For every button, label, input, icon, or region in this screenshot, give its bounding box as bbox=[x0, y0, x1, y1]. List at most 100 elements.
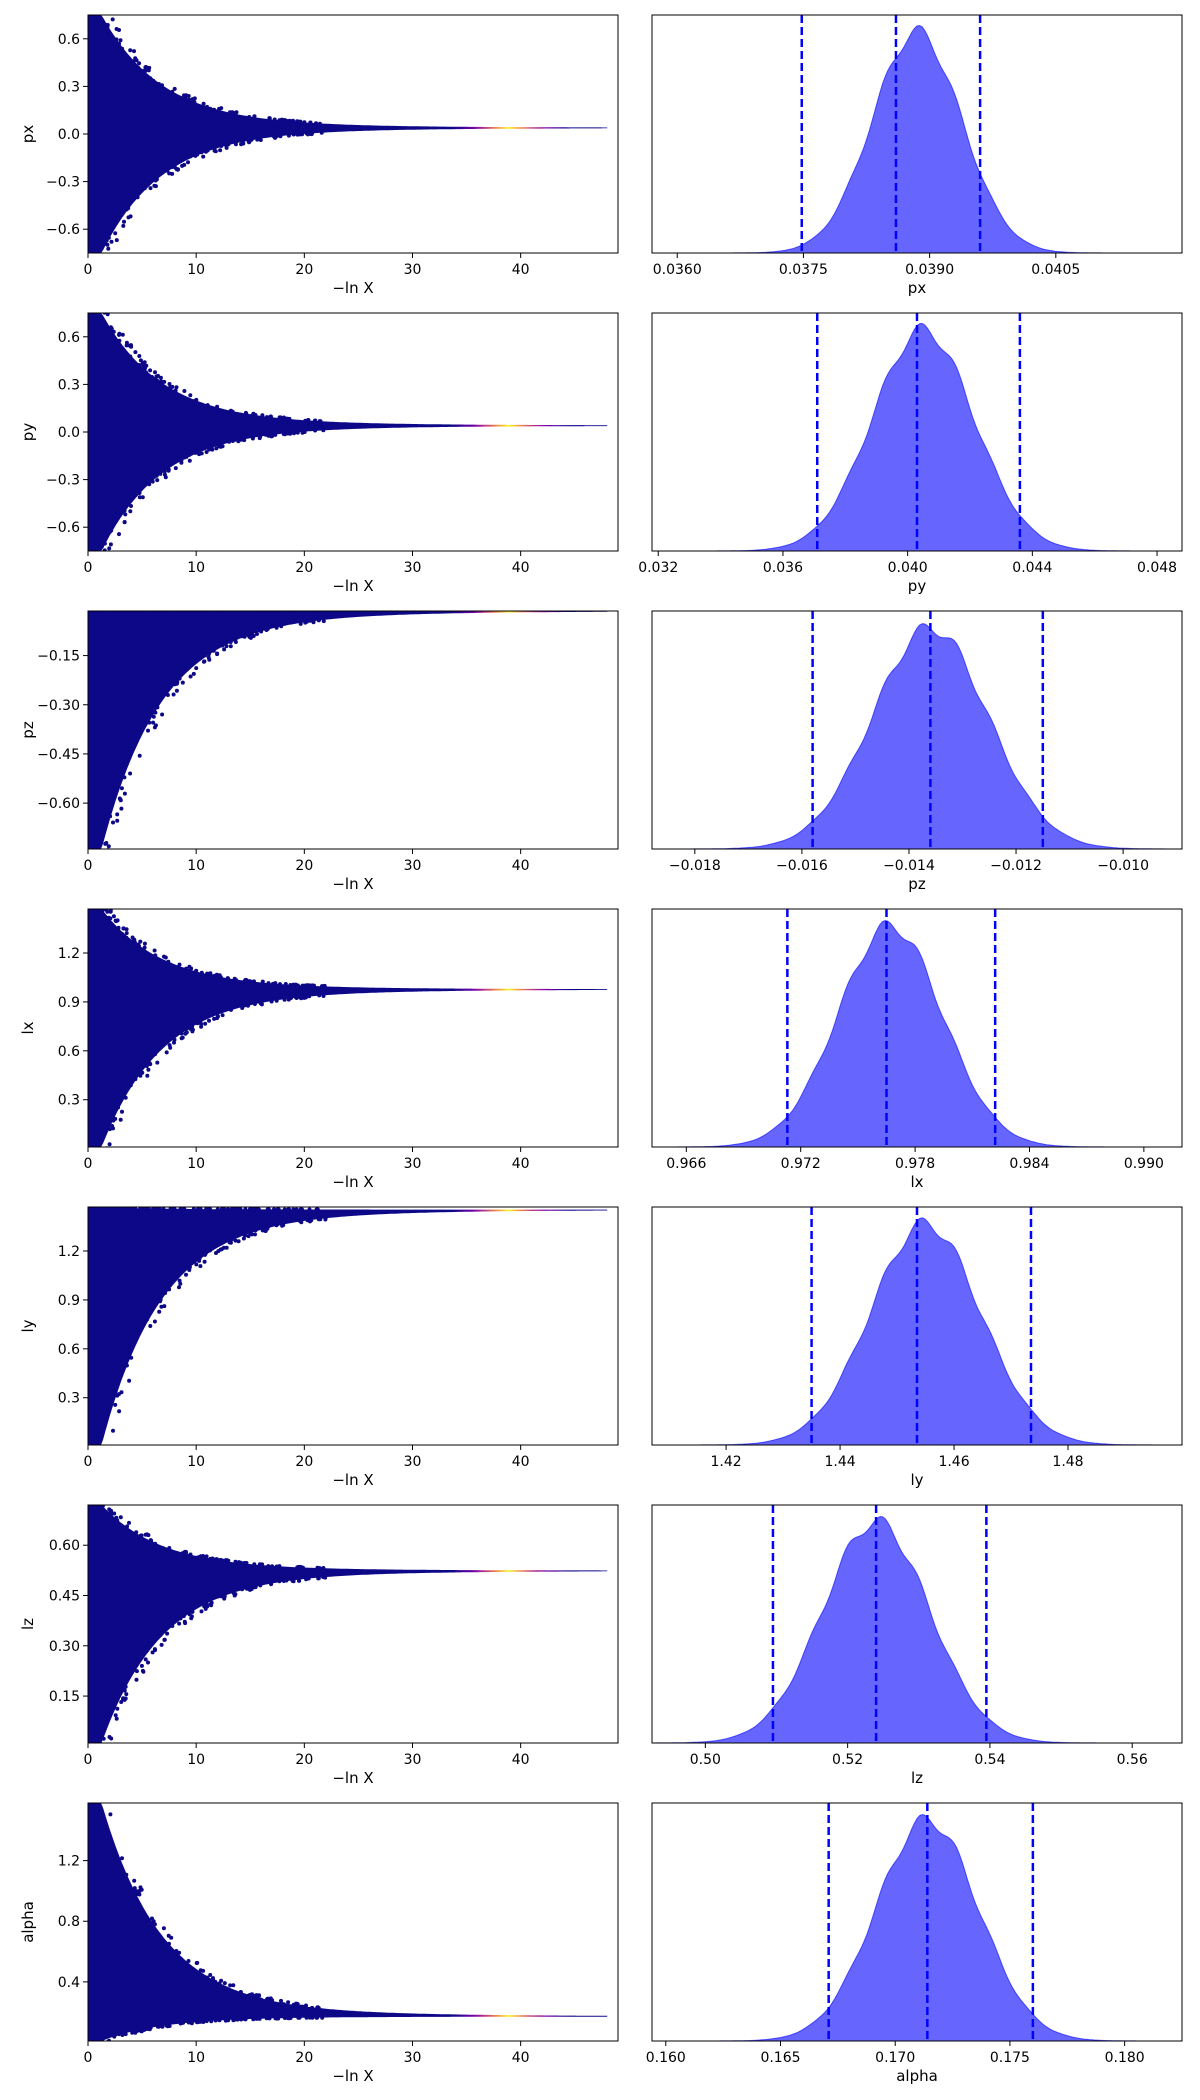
sample-point bbox=[160, 712, 165, 717]
sample-point bbox=[174, 385, 179, 390]
sample-point bbox=[139, 1322, 144, 1327]
sample-point bbox=[209, 2019, 214, 2024]
sample-point bbox=[205, 148, 210, 153]
sample-point bbox=[258, 1583, 263, 1588]
sample-point bbox=[177, 962, 182, 967]
sample-point bbox=[203, 1975, 208, 1980]
sample-point bbox=[150, 1650, 155, 1655]
sample-point bbox=[208, 971, 213, 976]
sample-point bbox=[128, 1083, 133, 1088]
sample-point bbox=[239, 142, 244, 147]
sample-point bbox=[102, 240, 107, 245]
sample-point bbox=[210, 447, 215, 452]
sample-point bbox=[152, 1922, 157, 1927]
sample-point bbox=[88, 899, 92, 903]
sample-point bbox=[128, 199, 133, 204]
sample-point bbox=[161, 1207, 166, 1211]
sample-point bbox=[145, 1073, 150, 1078]
sample-point bbox=[217, 2018, 222, 2023]
sample-point bbox=[114, 1207, 119, 1210]
sample-point bbox=[107, 1127, 112, 1132]
sample-point bbox=[152, 1647, 157, 1652]
sample-point bbox=[122, 1688, 127, 1693]
sample-point bbox=[162, 472, 167, 477]
sample-point bbox=[142, 2027, 147, 2032]
sample-point bbox=[160, 2024, 165, 2029]
sample-point bbox=[120, 1856, 124, 1861]
sample-point bbox=[201, 154, 206, 159]
sample-point bbox=[148, 186, 153, 191]
sample-point bbox=[188, 674, 193, 679]
sample-point bbox=[198, 654, 203, 658]
sample-point bbox=[240, 1587, 245, 1592]
x-tick-label: 0 bbox=[84, 2050, 93, 2066]
sample-point bbox=[86, 0, 90, 1]
sample-point bbox=[108, 542, 113, 547]
sample-point bbox=[244, 412, 249, 416]
sample-point bbox=[173, 681, 178, 686]
sample-point bbox=[124, 1872, 129, 1877]
trace-panel-alpha: 0 10 20 30 40 −ln X 0.4 0.8 1.2 alpha bbox=[19, 1797, 619, 2085]
sample-point bbox=[123, 512, 128, 517]
sample-point bbox=[178, 1616, 183, 1621]
sample-point bbox=[294, 1207, 299, 1212]
sample-point bbox=[128, 354, 133, 359]
sample-point bbox=[162, 1637, 167, 1642]
sample-point bbox=[148, 1062, 153, 1067]
sample-point bbox=[177, 1285, 181, 1290]
sample-point bbox=[108, 916, 113, 921]
sample-point bbox=[248, 1231, 253, 1236]
sample-point bbox=[170, 171, 175, 176]
sample-point bbox=[294, 430, 299, 435]
sample-point bbox=[87, 878, 91, 882]
sample-point bbox=[101, 1814, 106, 1818]
sample-point bbox=[88, 296, 92, 300]
sample-point bbox=[188, 393, 193, 398]
trace-panel-lx: 0 10 20 30 40 −ln X 0.3 0.6 0.9 1.2 lx bbox=[19, 899, 619, 1191]
sample-point bbox=[322, 984, 327, 989]
sample-point bbox=[151, 78, 156, 83]
sample-point bbox=[264, 628, 269, 632]
sample-point bbox=[101, 1510, 106, 1515]
sample-point bbox=[101, 903, 105, 907]
y-tick-label: −0.45 bbox=[37, 747, 80, 763]
sample-point bbox=[263, 1228, 268, 1233]
sample-point bbox=[213, 1979, 218, 1984]
sample-point bbox=[101, 1797, 105, 1801]
sample-point bbox=[302, 995, 307, 1000]
sample-point bbox=[250, 413, 254, 418]
sample-point bbox=[152, 1207, 157, 1211]
sample-point bbox=[120, 332, 125, 337]
sample-point bbox=[181, 1614, 186, 1619]
x-axis-label: −ln X bbox=[332, 875, 373, 893]
sample-point bbox=[147, 482, 152, 487]
sample-point bbox=[277, 1564, 282, 1569]
sample-point bbox=[150, 954, 155, 959]
sample-point bbox=[180, 163, 185, 168]
sample-point bbox=[209, 444, 214, 449]
x-tick-label: 30 bbox=[404, 1454, 422, 1470]
sample-point bbox=[199, 451, 204, 456]
sample-point bbox=[109, 326, 114, 331]
sample-point bbox=[192, 100, 197, 105]
sample-point bbox=[162, 379, 167, 384]
sample-point bbox=[278, 133, 283, 138]
sample-point bbox=[105, 1153, 109, 1157]
sample-point bbox=[232, 637, 237, 642]
sample-point bbox=[134, 1677, 139, 1682]
sample-point bbox=[135, 195, 140, 200]
sample-point bbox=[117, 338, 122, 343]
x-tick-label: 0.044 bbox=[1012, 560, 1052, 576]
sample-point bbox=[295, 119, 300, 124]
sample-point bbox=[321, 1566, 326, 1570]
sample-point bbox=[89, 1505, 94, 1508]
sample-point bbox=[138, 1207, 143, 1210]
sample-point bbox=[219, 1978, 224, 1983]
y-axis-label: alpha bbox=[19, 1901, 37, 1943]
sample-point bbox=[118, 47, 123, 52]
sample-point bbox=[116, 926, 121, 931]
sample-point bbox=[139, 725, 144, 729]
sample-point bbox=[178, 2020, 183, 2025]
sample-point bbox=[179, 1031, 184, 1036]
sample-point bbox=[90, 240, 95, 244]
